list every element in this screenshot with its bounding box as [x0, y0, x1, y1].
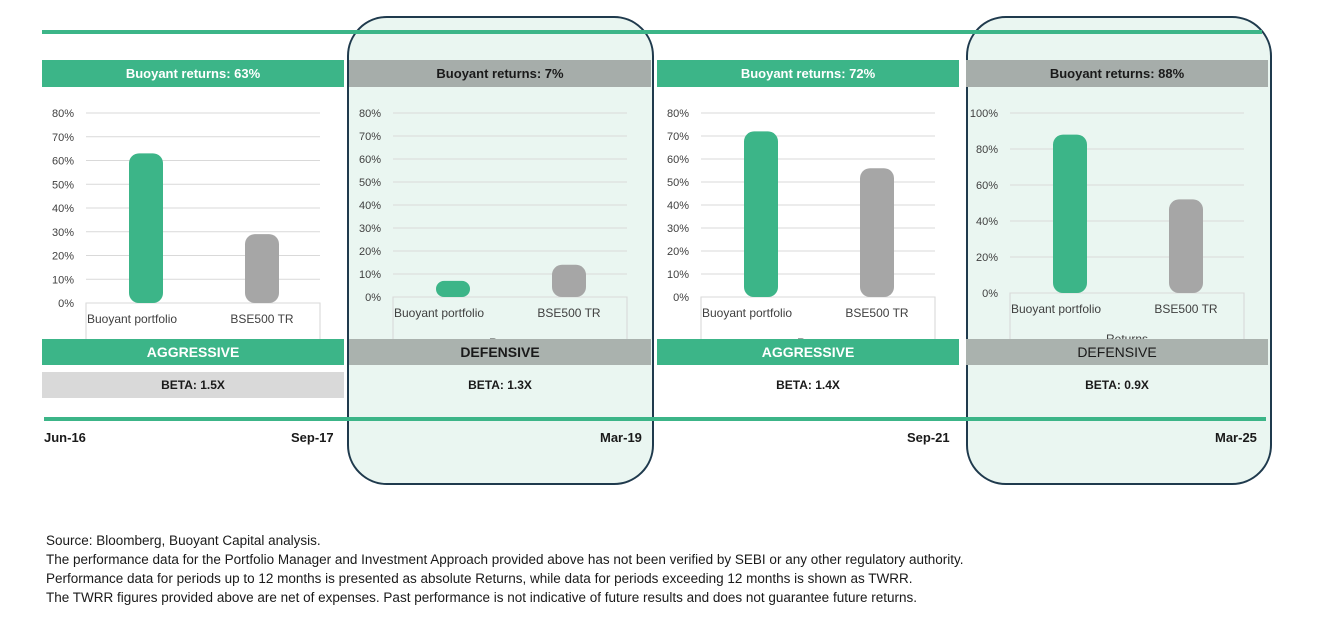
period-panel-4: Buoyant returns: 88% 0% 20% 40% 60% 80% 100% Bu… — [966, 60, 1268, 349]
portfolio-bar — [436, 280, 470, 297]
y-tick-label: 10% — [359, 269, 381, 281]
highlight-frame-2 — [966, 16, 1272, 485]
y-tick-label: 20% — [52, 251, 74, 263]
x-category-label: Buoyant portfolio — [1011, 302, 1101, 316]
date-label-3: Mar-19 — [600, 430, 642, 445]
stance-label: DEFENSIVE — [349, 339, 651, 365]
y-tick-label: 60% — [976, 180, 998, 192]
x-category-label: Buoyant portfolio — [394, 306, 484, 320]
y-tick-label: 40% — [976, 216, 998, 228]
returns-bar-chart: 0% 10% 20% 30% 40% 50% 60% 70% 80% Buoyant portfo… — [52, 108, 321, 349]
y-tick-label: 50% — [52, 179, 74, 191]
x-category-label: BSE500 TR — [845, 306, 908, 320]
returns-header: Buoyant returns: 88% — [966, 60, 1268, 87]
y-tick-label: 70% — [667, 131, 689, 143]
y-tick-label: 100% — [970, 108, 998, 120]
y-tick-label: 60% — [52, 156, 74, 168]
y-tick-label: 30% — [52, 227, 74, 239]
portfolio-bar — [129, 153, 163, 303]
y-tick-label: 50% — [359, 177, 381, 189]
y-tick-label: 80% — [359, 108, 381, 120]
date-label-4: Sep-21 — [907, 430, 950, 445]
x-category-label: BSE500 TR — [537, 306, 600, 320]
timeline-bottom-rule — [44, 417, 1266, 421]
portfolio-bar — [744, 131, 778, 297]
y-tick-label: 20% — [976, 252, 998, 264]
footnote-source: Source: Bloomberg, Buoyant Capital analy… — [46, 533, 321, 548]
y-tick-label: 20% — [667, 246, 689, 258]
index-bar — [1169, 199, 1203, 293]
x-category-label: Buoyant portfolio — [702, 306, 792, 320]
x-category-label: BSE500 TR — [230, 312, 293, 326]
y-tick-label: 40% — [667, 200, 689, 212]
x-category-label: Buoyant portfolio — [87, 312, 177, 326]
returns-header: Buoyant returns: 7% — [349, 60, 651, 87]
stance-label: DEFENSIVE — [966, 339, 1268, 365]
y-tick-label: 50% — [667, 177, 689, 189]
beta-label: BETA: 0.9X — [1085, 378, 1149, 392]
y-tick-label: 80% — [976, 144, 998, 156]
y-tick-label: 10% — [667, 269, 689, 281]
returns-header: Buoyant returns: 72% — [657, 60, 959, 87]
beta-label: BETA: 1.5X — [42, 372, 344, 398]
beta-label: BETA: 1.3X — [468, 378, 532, 392]
x-category-label: BSE500 TR — [1154, 302, 1217, 316]
y-tick-label: 10% — [52, 274, 74, 286]
period-panel-2: Buoyant returns: 7% 0% 10% 20% 30% 40% 50% 60% 7… — [349, 60, 651, 349]
y-tick-label: 40% — [52, 203, 74, 215]
y-tick-label: 70% — [52, 132, 74, 144]
returns-bar-chart: 0% 10% 20% 30% 40% 50% 60% 70% 80% Buoyant portfo… — [667, 108, 936, 349]
y-tick-label: 60% — [359, 154, 381, 166]
y-tick-label: 70% — [359, 131, 381, 143]
index-bar — [860, 168, 894, 297]
footnote-disclaimer: The TWRR figures provided above are net … — [46, 590, 917, 605]
y-tick-label: 40% — [359, 200, 381, 212]
stance-label: AGGRESSIVE — [657, 339, 959, 365]
returns-bar-chart: 0% 10% 20% 30% 40% 50% 60% 70% 80% Buoyant portfo… — [359, 108, 628, 349]
stance-label: AGGRESSIVE — [42, 339, 344, 365]
y-tick-label: 30% — [667, 223, 689, 235]
y-tick-label: 0% — [365, 292, 381, 304]
y-tick-label: 0% — [673, 292, 689, 304]
footnotes: Source: Bloomberg, Buoyant Capital analy… — [46, 531, 964, 607]
returns-bar-chart: 0% 20% 40% 60% 80% 100% Buoyant portfolio BSE50… — [970, 108, 1245, 349]
date-label-1: Jun-16 — [44, 430, 86, 445]
footnote-methodology: Performance data for periods up to 12 mo… — [46, 571, 913, 586]
index-bar — [245, 234, 279, 303]
y-tick-label: 0% — [58, 298, 74, 310]
y-tick-label: 30% — [359, 223, 381, 235]
y-tick-label: 0% — [982, 288, 998, 300]
y-tick-label: 20% — [359, 246, 381, 258]
portfolio-bar — [1053, 134, 1087, 293]
period-panel-3: Buoyant returns: 72% 0% 10% 20% 30% 40% 50% 60%… — [657, 60, 959, 349]
beta-label: BETA: 1.4X — [776, 378, 840, 392]
footnote-verification: The performance data for the Portfolio M… — [46, 552, 964, 567]
y-tick-label: 60% — [667, 154, 689, 166]
y-tick-label: 80% — [667, 108, 689, 120]
date-label-2: Sep-17 — [291, 430, 334, 445]
date-label-5: Mar-25 — [1215, 430, 1257, 445]
period-panel-1: Buoyant returns: 63% 0% 10% 20% 30% 40% 50% 60%… — [42, 60, 344, 349]
index-bar — [552, 264, 586, 297]
timeline-top-rule — [42, 30, 1262, 34]
y-tick-label: 80% — [52, 108, 74, 120]
returns-header: Buoyant returns: 63% — [42, 60, 344, 87]
